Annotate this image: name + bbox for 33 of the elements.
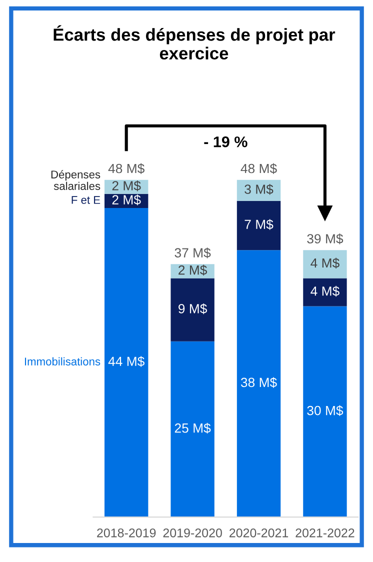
bar [236,250,281,518]
bar [170,341,214,518]
x-tick-label: 2018-2019 [97,528,156,538]
data-label: 4 M$ [310,258,340,268]
x-tick-label: 2020-2021 [230,528,288,538]
data-label: 25 M$ [174,422,211,434]
bar [303,250,347,278]
data-label: 2 M$ [178,264,208,276]
data-label: 7 M$ [244,219,274,230]
total-label: 39 M$ [307,234,344,244]
total-label: 48 M$ [240,163,277,174]
data-label: 9 M$ [178,303,208,314]
text: - 19 % [204,136,248,148]
series-label: F et E [72,196,100,204]
total-label: 48 M$ [108,163,144,174]
data-label: 3 M$ [244,184,274,195]
data-label: 2 M$ [112,194,141,206]
data-label: 4 M$ [310,286,340,297]
data-label: 44 M$ [108,356,144,367]
chart-title: Écarts des dépenses de projet par exercice [54,25,336,60]
total-label: 37 M$ [174,248,211,258]
bar [236,200,281,250]
data-label: 38 M$ [240,377,277,388]
data-label: 2 M$ [112,180,141,192]
bar [170,278,214,342]
bar [104,208,148,518]
bar [303,278,347,306]
bar [303,306,347,518]
x-tick-label: 2021-2022 [296,528,354,538]
series-label: Dépenses salariales [51,170,100,190]
x-tick-label: 2019-2020 [163,528,222,538]
data-label: 30 M$ [307,405,344,416]
series-label: Immobilisations [24,357,100,366]
